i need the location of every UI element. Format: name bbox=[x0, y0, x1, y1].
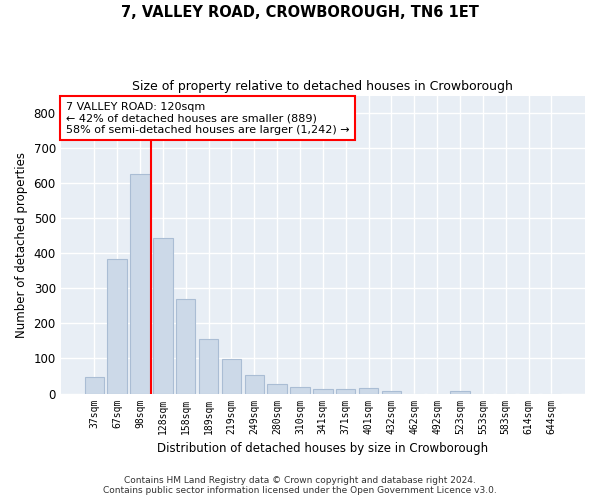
Bar bbox=[359, 388, 378, 394]
Bar bbox=[199, 339, 218, 394]
Y-axis label: Number of detached properties: Number of detached properties bbox=[15, 152, 28, 338]
X-axis label: Distribution of detached houses by size in Crowborough: Distribution of detached houses by size … bbox=[157, 442, 488, 455]
Text: Contains HM Land Registry data © Crown copyright and database right 2024.
Contai: Contains HM Land Registry data © Crown c… bbox=[103, 476, 497, 495]
Bar bbox=[85, 377, 104, 394]
Bar bbox=[268, 384, 287, 394]
Text: 7, VALLEY ROAD, CROWBOROUGH, TN6 1ET: 7, VALLEY ROAD, CROWBOROUGH, TN6 1ET bbox=[121, 5, 479, 20]
Bar bbox=[107, 258, 127, 394]
Bar bbox=[221, 359, 241, 394]
Bar bbox=[245, 376, 264, 394]
Bar bbox=[336, 390, 355, 394]
Bar bbox=[450, 391, 470, 394]
Bar bbox=[130, 174, 149, 394]
Text: 7 VALLEY ROAD: 120sqm
← 42% of detached houses are smaller (889)
58% of semi-det: 7 VALLEY ROAD: 120sqm ← 42% of detached … bbox=[66, 102, 350, 134]
Bar bbox=[290, 387, 310, 394]
Bar bbox=[313, 390, 332, 394]
Bar bbox=[176, 299, 196, 394]
Bar bbox=[382, 391, 401, 394]
Bar bbox=[153, 238, 173, 394]
Title: Size of property relative to detached houses in Crowborough: Size of property relative to detached ho… bbox=[133, 80, 513, 93]
